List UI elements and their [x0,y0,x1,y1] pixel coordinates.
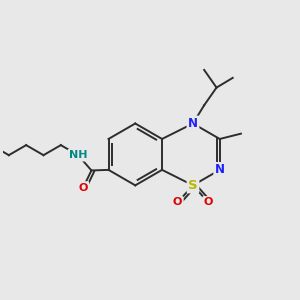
Text: NH: NH [69,150,87,160]
Text: O: O [79,182,88,193]
Text: O: O [173,197,182,207]
Text: S: S [188,179,198,192]
Text: N: N [215,164,225,176]
Text: N: N [188,117,198,130]
Text: O: O [204,197,213,207]
